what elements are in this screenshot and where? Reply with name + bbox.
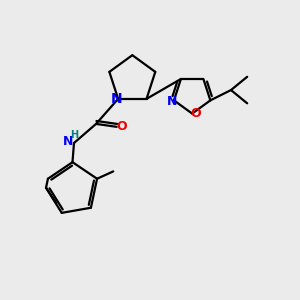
Text: O: O bbox=[117, 120, 127, 133]
Text: O: O bbox=[190, 107, 201, 120]
Text: N: N bbox=[167, 95, 177, 108]
Text: N: N bbox=[111, 92, 122, 106]
Text: N: N bbox=[63, 135, 73, 148]
Text: H: H bbox=[70, 130, 79, 140]
